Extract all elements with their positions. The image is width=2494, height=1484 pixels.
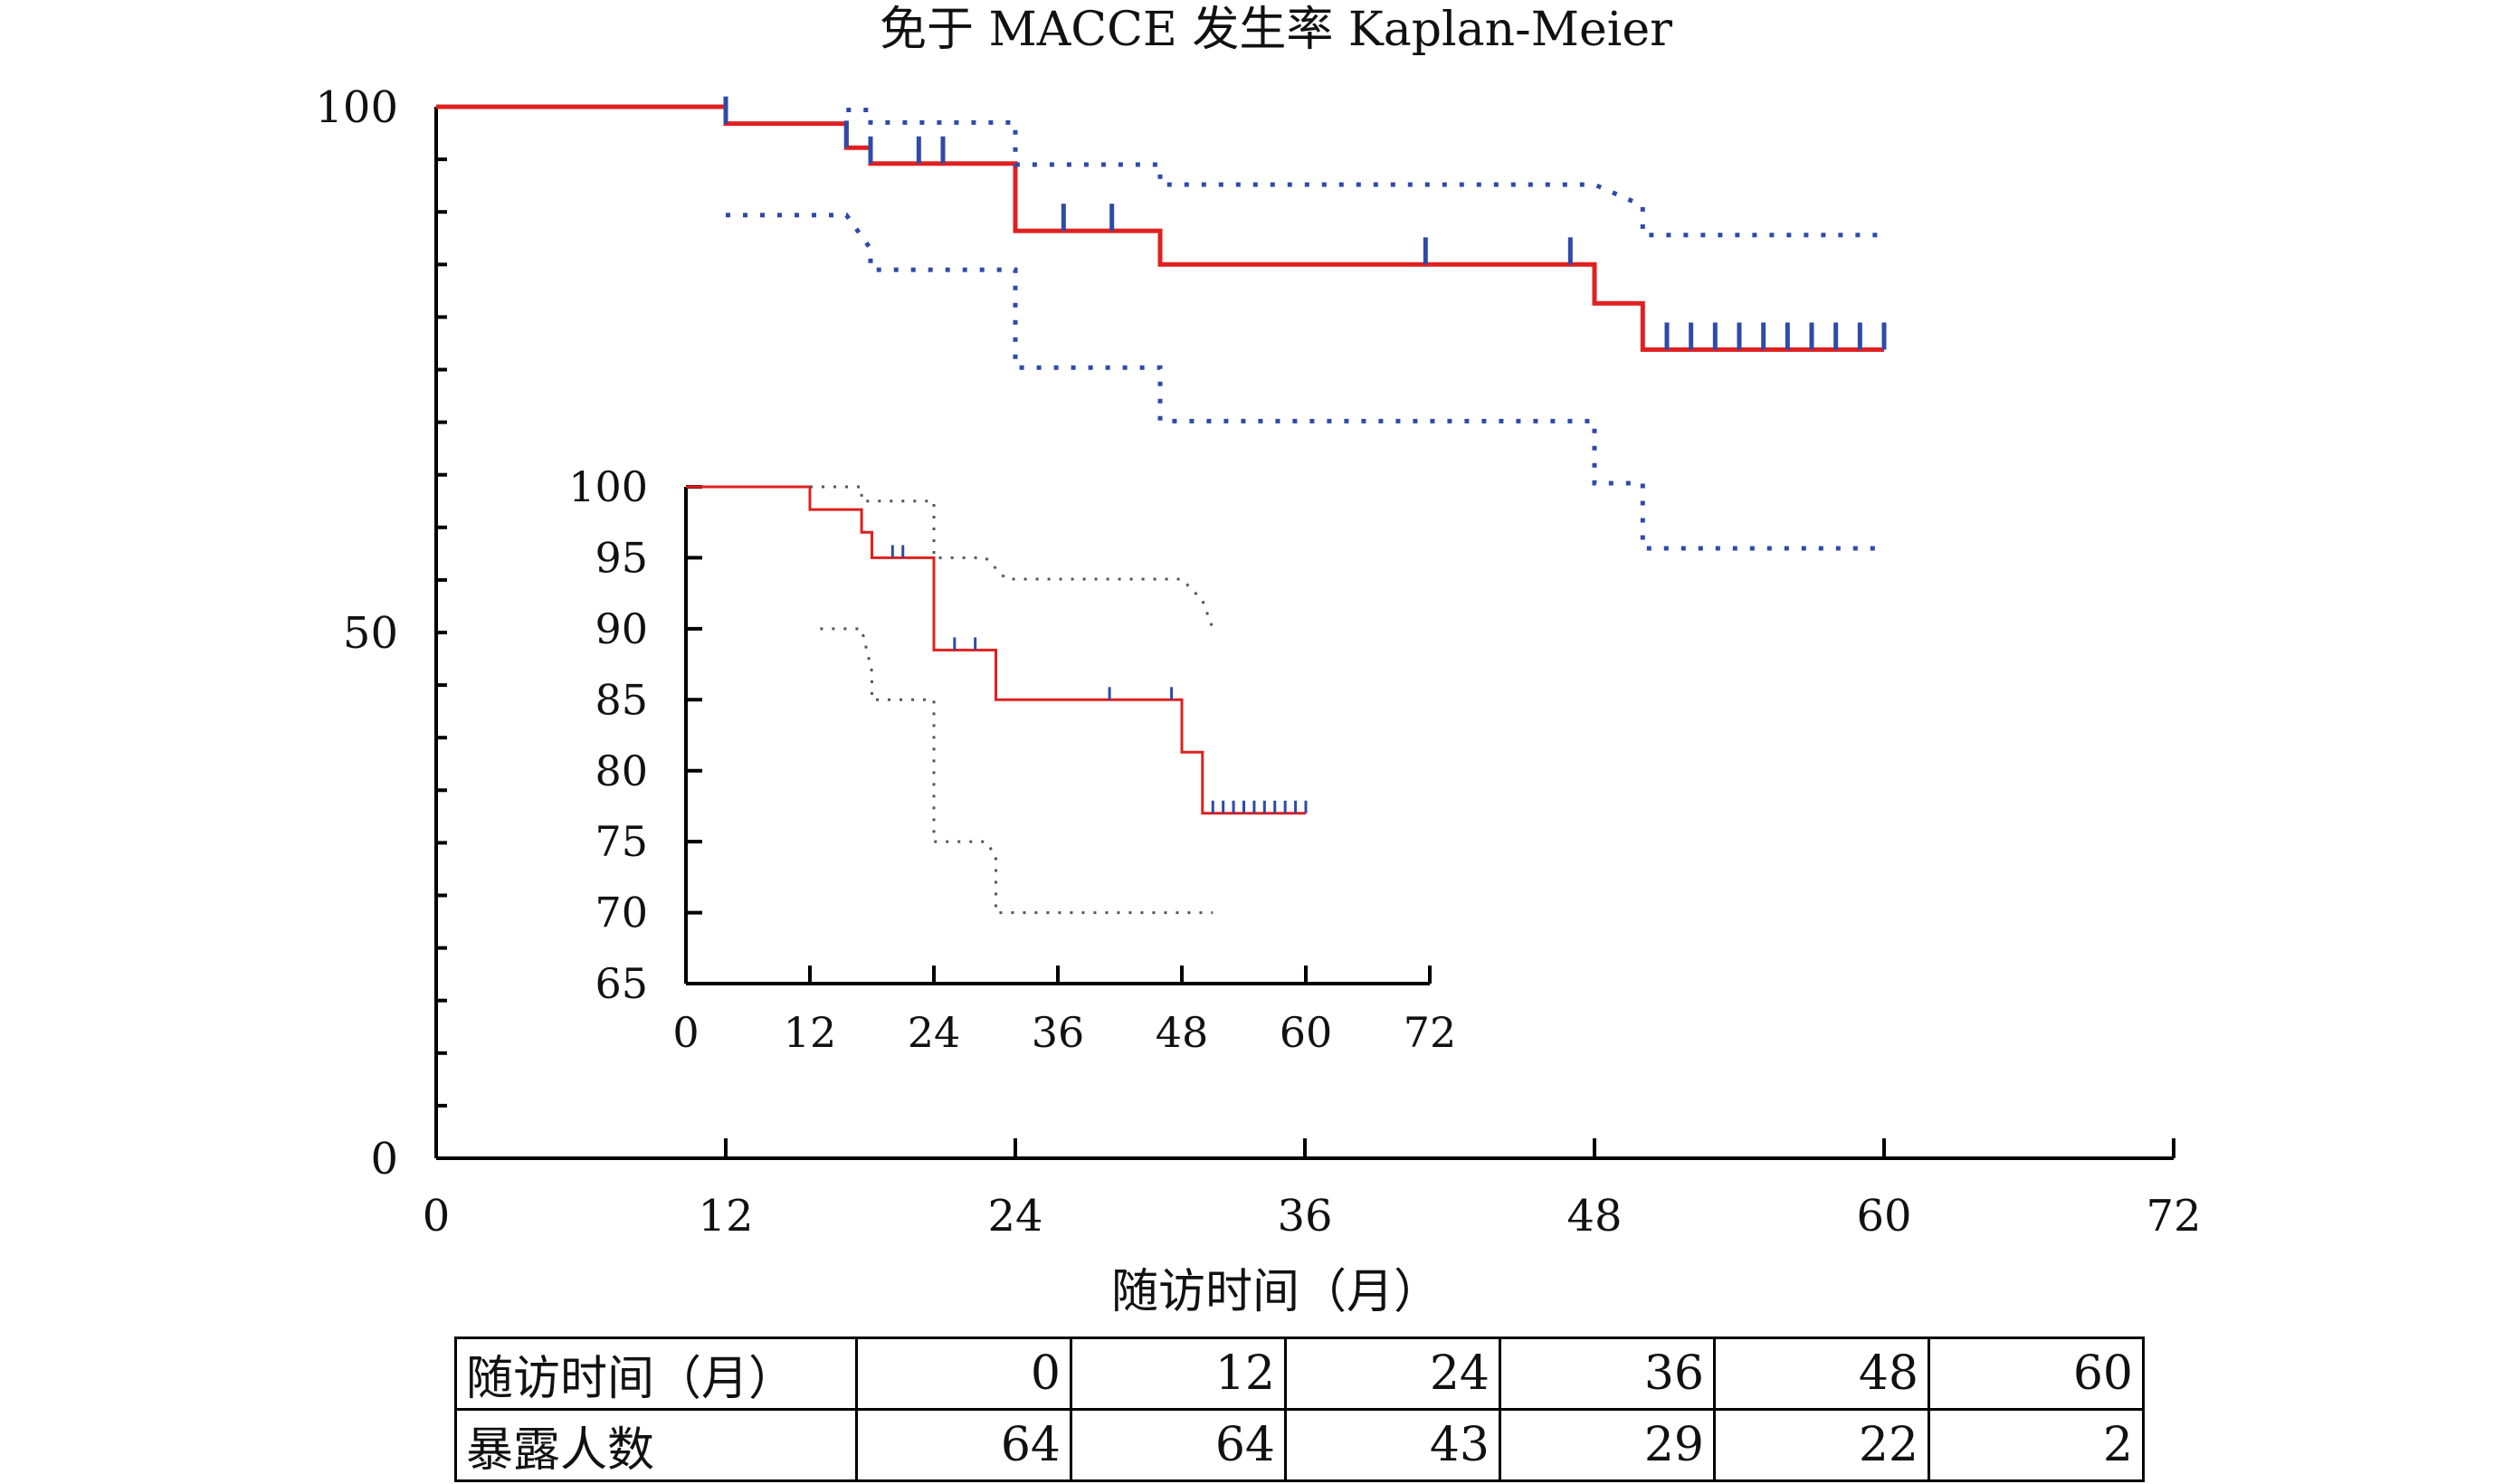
risk-table-count-cell: 64 (855, 1408, 1072, 1482)
risk-table-count-cell: 22 (1713, 1408, 1930, 1482)
risk-table-time-cell: 24 (1284, 1337, 1501, 1411)
risk-table-time-cell: 12 (1070, 1337, 1287, 1411)
ci-lower-curve (726, 213, 1884, 551)
risk-table: 随访时间（月） 0 12 24 36 48 60 暴露人数 64 64 43 2… (454, 1337, 2145, 1482)
y-tick-label: 85 (595, 675, 648, 724)
x-tick-label: 0 (672, 1008, 699, 1057)
risk-table-time-cell: 0 (855, 1337, 1072, 1411)
ci-lower-curve (820, 627, 1214, 915)
y-tick-label: 80 (595, 747, 648, 795)
y-tick-label: 100 (568, 462, 648, 511)
risk-table-count-cell: 2 (1928, 1408, 2145, 1482)
y-tick-label: 90 (595, 604, 648, 653)
x-tick-label: 24 (987, 1191, 1042, 1241)
risk-table-count-row: 暴露人数 64 64 43 29 22 2 (454, 1408, 2145, 1482)
risk-table-time-cell: 60 (1928, 1337, 2145, 1411)
x-axis-label: 随访时间（月） (1111, 1265, 1441, 1319)
x-tick-label: 0 (423, 1191, 451, 1241)
x-tick-label: 60 (1856, 1191, 1911, 1241)
main-axes: 0 12 24 36 48 60 72 0 50 100 (315, 82, 2201, 1241)
inset-axes: 0 12 24 36 48 60 72 65 70 75 80 85 90 95 100 (568, 462, 1456, 1057)
x-tick-label: 72 (2146, 1191, 2201, 1241)
x-tick-label: 72 (1404, 1008, 1457, 1057)
risk-table-count-cell: 64 (1070, 1408, 1287, 1482)
risk-table-count-cell: 29 (1499, 1408, 1716, 1482)
survival-curve (686, 485, 1306, 815)
risk-table-time-cell: 36 (1499, 1337, 1716, 1411)
y-tick-label: 75 (595, 817, 648, 866)
x-tick-label: 48 (1156, 1008, 1209, 1057)
inset-plot-area (686, 485, 1308, 915)
x-tick-label: 12 (698, 1191, 753, 1241)
y-tick-label: 50 (343, 608, 398, 659)
risk-table-count-label: 暴露人数 (454, 1408, 858, 1482)
x-tick-label: 36 (1032, 1008, 1085, 1057)
chart-title: 免于 MACCE 发生率 Kaplan-Meier (880, 3, 1672, 57)
x-tick-label: 48 (1566, 1191, 1622, 1241)
main-plot-area (436, 96, 1887, 551)
risk-table-time-row: 随访时间（月） 0 12 24 36 48 60 (454, 1337, 2145, 1411)
y-tick-label: 100 (315, 82, 398, 133)
x-tick-label: 24 (908, 1008, 961, 1057)
y-tick-label: 65 (595, 959, 648, 1008)
x-tick-label: 36 (1277, 1191, 1332, 1241)
risk-table-count-cell: 43 (1284, 1408, 1501, 1482)
risk-table-time-cell: 48 (1713, 1337, 1930, 1411)
ci-upper-curve (846, 108, 1884, 238)
ci-upper-curve (810, 485, 1214, 630)
y-tick-label: 95 (595, 534, 648, 583)
risk-table-time-label: 随访时间（月） (454, 1337, 858, 1411)
y-tick-label: 0 (370, 1134, 398, 1184)
x-tick-label: 12 (784, 1008, 837, 1057)
kaplan-meier-chart: 免于 MACCE 发生率 Kaplan-Meier 0 12 24 36 48 60 720… (315, 3, 2201, 1319)
y-tick-label: 70 (595, 889, 648, 937)
x-tick-label: 60 (1280, 1008, 1333, 1057)
survival-curve (436, 104, 1884, 352)
